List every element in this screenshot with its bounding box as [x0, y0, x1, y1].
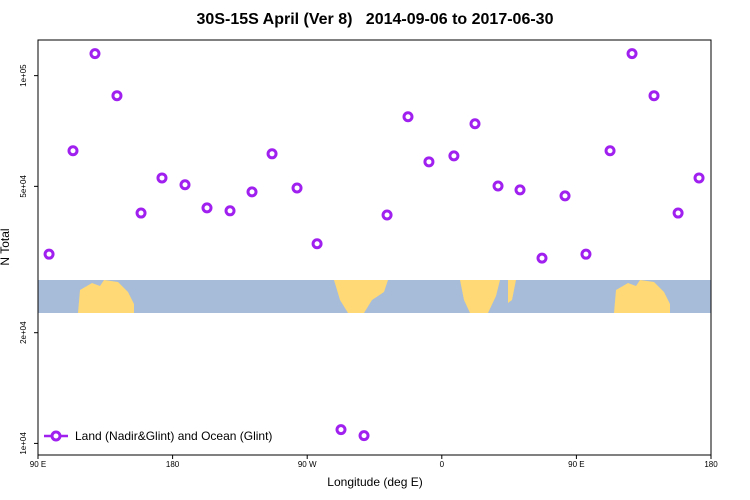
x-tick-label: 180 — [166, 460, 180, 469]
point — [423, 156, 435, 168]
y-tick-label: 5e+04 — [19, 175, 28, 198]
point — [179, 179, 191, 191]
point — [358, 430, 370, 442]
x-tick-label: 90 E — [568, 460, 584, 469]
legend-label: Land (Nadir&Glint) and Ocean (Glint) — [75, 429, 272, 443]
point — [626, 48, 638, 60]
x-tick-label: 180 — [704, 460, 718, 469]
point — [514, 184, 526, 196]
point — [266, 148, 278, 160]
legend-marker — [50, 430, 62, 442]
point — [156, 172, 168, 184]
point — [67, 145, 79, 157]
y-tick-label: 2e+04 — [19, 321, 28, 344]
point — [43, 248, 55, 260]
point — [135, 207, 147, 219]
point — [448, 150, 460, 162]
point — [580, 248, 592, 260]
point — [536, 252, 548, 264]
point — [381, 209, 393, 221]
x-tick-label: 90 E — [30, 460, 46, 469]
chart-title: 30S-15S April (Ver 8) 2014-09-06 to 2017… — [197, 11, 554, 28]
y-axis-label: N Total — [0, 228, 12, 265]
point — [604, 145, 616, 157]
point — [246, 186, 258, 198]
point — [111, 90, 123, 102]
point — [693, 172, 705, 184]
point — [201, 202, 213, 214]
point — [648, 90, 660, 102]
point — [335, 424, 347, 436]
x-tick-label: 0 — [440, 460, 445, 469]
y-tick-label: 1e+04 — [19, 432, 28, 455]
y-tick-label: 1e+05 — [19, 64, 28, 87]
point — [402, 111, 414, 123]
plot-frame — [37, 39, 712, 456]
point — [672, 207, 684, 219]
legend: Land (Nadir&Glint) and Ocean (Glint) — [44, 429, 272, 443]
point — [224, 205, 236, 217]
map-band — [38, 280, 711, 313]
point — [559, 190, 571, 202]
point — [469, 118, 481, 130]
point — [89, 48, 101, 60]
point — [311, 238, 323, 250]
point — [291, 182, 303, 194]
x-axis-label: Longitude (deg E) — [327, 475, 422, 489]
point — [492, 180, 504, 192]
x-tick-label: 90 W — [298, 460, 317, 469]
